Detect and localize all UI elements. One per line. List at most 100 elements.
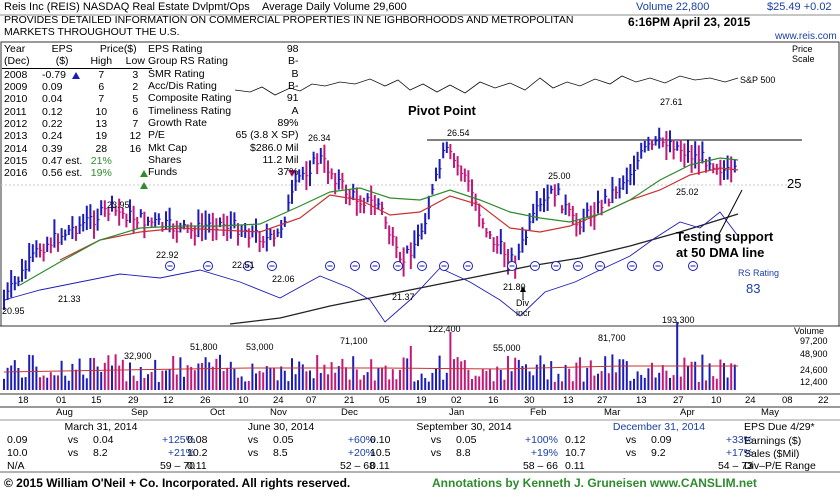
volume-peak-label: 81,700 — [598, 333, 626, 343]
quarter-cell: vs — [247, 433, 259, 446]
price-label: 21.80 — [503, 282, 526, 292]
quarter-date: December 31, 2014 — [612, 420, 706, 433]
date-tick: 26 — [200, 395, 211, 406]
price-label: 22.51 — [232, 260, 255, 270]
rating-value: A — [291, 104, 299, 117]
annual-cell: 21% — [90, 154, 112, 167]
quarter-cell: 0.12 — [565, 433, 586, 446]
date-tick: 24 — [273, 395, 284, 406]
rating-label: Acc/Dis Rating — [148, 80, 217, 93]
quarter-cell — [453, 459, 505, 472]
volume-axis-label: 97,200 — [800, 336, 828, 346]
rating-label: Growth Rate — [148, 116, 207, 129]
annual-cell: 7 — [98, 93, 105, 106]
quarter-cell: 8.5 — [273, 446, 288, 459]
quarter-cell: vs — [247, 446, 259, 459]
rating-value: B- — [288, 55, 299, 68]
rating-row: Growth Rate 89% — [146, 117, 301, 129]
rating-value: 98 — [286, 43, 299, 56]
quarter-cell: 0.05 — [273, 433, 294, 446]
company-description: PROVIDES DETAILED INFORMATION ON COMMERC… — [4, 14, 574, 38]
annual-cell: 16 — [129, 142, 142, 155]
annual-row: 2012 0.22 13 7 — [2, 118, 152, 130]
annual-cell: 7 — [132, 117, 139, 130]
quarter-date: March 31, 2014 — [64, 420, 138, 433]
rating-label: Timeliness Rating — [148, 104, 232, 117]
month-label: Oct — [210, 407, 225, 418]
price-label: 25.00 — [548, 171, 571, 181]
sp500-label: S&P 500 — [740, 75, 776, 85]
quarter-cell: +20% — [347, 446, 375, 459]
date-tick: 19 — [416, 395, 427, 406]
month-label: Apr — [680, 407, 695, 418]
date-tick: 21 — [344, 395, 355, 406]
date-tick: 13 — [636, 395, 647, 406]
date-tick: 27 — [673, 395, 684, 406]
price-label: 22.06 — [272, 274, 295, 284]
date-tick: 05 — [379, 395, 390, 406]
company-line: Reis Inc (REIS) NASDAQ Real Estate Dvlpm… — [4, 1, 250, 13]
annual-row: 2016 0.56 est. 19% — [2, 167, 152, 179]
rating-row: P/E 65 (3.8 X SP) — [146, 129, 301, 141]
date-tick: 10 — [238, 395, 249, 406]
price-label: 27.61 — [660, 97, 683, 107]
est-up-triangle-1 — [140, 170, 148, 177]
annual-cell: -0.79 — [42, 68, 66, 81]
quarter-cell: 0.09 — [651, 433, 672, 446]
date-tick: 13 — [563, 395, 574, 406]
annual-row: 2009 0.09 6 2 — [2, 81, 152, 93]
volume-average-line — [3, 365, 738, 373]
annual-cell: 13 — [95, 117, 108, 130]
site-link[interactable]: www.reis.com — [775, 31, 837, 42]
quarter-cell — [648, 459, 700, 472]
date-tick: 18 — [18, 395, 29, 406]
quarter-cell: vs — [430, 433, 442, 446]
hdr-year: Year — [4, 43, 26, 56]
quarter-cell: 0.11 — [370, 459, 390, 472]
volume-peak-label: 193,300 — [662, 315, 695, 325]
annual-cell: 2011 — [4, 105, 27, 118]
quarter-cell — [56, 459, 90, 472]
rating-value: B- — [288, 80, 299, 93]
annual-cell: 0.24 — [42, 130, 63, 143]
annual-row: 2013 0.24 19 12 — [2, 130, 152, 142]
quarter-cell: +21% — [167, 446, 195, 459]
price-label: 20.95 — [2, 306, 25, 316]
quarter-cell — [419, 459, 453, 472]
annual-cell: 0.09 — [42, 81, 63, 94]
div-arrow-head — [520, 286, 526, 292]
annual-cell: 2014 — [4, 142, 28, 155]
quarter-table: September 30, 2014 0.10 vs 0.05 +100% 10.5 vs 8… — [367, 420, 561, 472]
rating-label: P/E — [148, 129, 165, 142]
annual-cell: 6 — [132, 105, 139, 118]
date-tick: 12 — [163, 395, 174, 406]
date-tick: 22 — [818, 395, 829, 406]
rating-value: 65 (3.8 X SP) — [235, 129, 299, 142]
hdr-price: Price($) — [99, 43, 137, 56]
rating-value: 91 — [286, 92, 299, 105]
price-label: 21.37 — [392, 292, 415, 302]
sp500-line — [234, 75, 739, 96]
rating-row: Group RS Rating B- — [146, 55, 301, 67]
quarter-table: March 31, 2014 0.09 vs 0.04 +125% 10.0 vs 8.2 +2… — [4, 420, 198, 472]
pivot-point-label: Pivot Point — [408, 103, 476, 118]
month-label: Jan — [449, 407, 465, 418]
annual-cell: 0.56 est. — [42, 167, 83, 180]
quarter-cell: 54 – 73 — [717, 459, 753, 472]
rating-label: Composite Rating — [148, 92, 232, 105]
month-label: Nov — [270, 407, 287, 418]
date-tick: 08 — [782, 395, 793, 406]
volume-axis-label: 12,400 — [800, 377, 828, 387]
quarter-cell — [270, 459, 322, 472]
annual-cell: 12 — [129, 130, 142, 143]
annual-cell: 2016 — [4, 167, 28, 180]
annual-cell: 2008 — [4, 68, 28, 81]
date-tick: 10 — [711, 395, 722, 406]
month-label: May — [761, 407, 779, 418]
volume-peak-label: 32,900 — [124, 351, 152, 361]
annual-cell: 19 — [95, 130, 108, 143]
quarter-cell: +60% — [347, 433, 375, 446]
rating-value: B — [291, 67, 299, 80]
quarter-cell: 10.7 — [565, 446, 586, 459]
